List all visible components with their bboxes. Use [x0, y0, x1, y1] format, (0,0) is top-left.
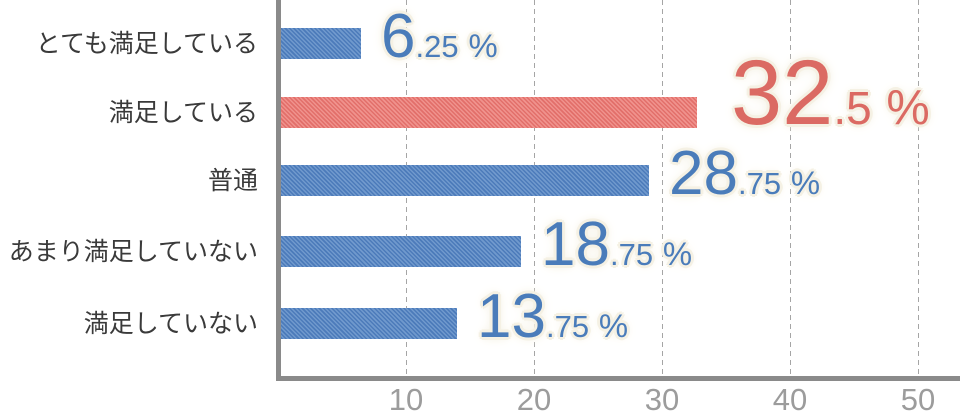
category-label: とても満足している — [35, 30, 258, 58]
percent-sign: % — [886, 81, 930, 135]
value-decimal: .75 — [609, 237, 654, 272]
bar — [281, 165, 649, 196]
value-decimal: .5 — [833, 82, 872, 134]
bar — [281, 308, 457, 339]
value-label: 13.75% — [477, 286, 628, 348]
category-label: 満足していない — [83, 310, 258, 338]
category-label: 普通 — [207, 167, 258, 195]
x-tick-label: 20 — [516, 382, 552, 414]
x-axis-line — [276, 376, 960, 381]
value-integer: 18 — [541, 210, 610, 279]
x-tick-label: 10 — [388, 382, 424, 414]
percent-sign: % — [790, 164, 821, 201]
y-axis-line — [276, 0, 281, 381]
value-integer: 28 — [669, 139, 738, 208]
x-tick-label: 50 — [900, 382, 936, 414]
value-integer: 6 — [381, 2, 416, 71]
x-tick-label: 30 — [644, 382, 680, 414]
bar-highlighted — [281, 97, 697, 128]
category-label: あまり満足していない — [8, 238, 258, 266]
value-decimal: .25 — [415, 29, 459, 64]
bar — [281, 236, 521, 267]
value-label: 32.5% — [731, 47, 930, 139]
x-tick-label: 40 — [772, 382, 808, 414]
value-integer: 13 — [477, 282, 546, 351]
value-integer: 32 — [731, 42, 834, 144]
percent-sign: % — [468, 27, 498, 64]
bar — [281, 28, 361, 59]
percent-sign: % — [598, 307, 629, 344]
category-label: 満足している — [108, 99, 258, 127]
value-label: 18.75% — [541, 214, 692, 276]
value-decimal: .75 — [545, 309, 590, 344]
percent-sign: % — [662, 235, 693, 272]
value-label: 6.25% — [381, 6, 498, 68]
gridline-30 — [662, 0, 663, 377]
value-label: 28.75% — [669, 143, 820, 205]
gridline-40 — [790, 0, 791, 377]
gridline-50 — [918, 0, 919, 377]
value-decimal: .75 — [737, 166, 782, 201]
